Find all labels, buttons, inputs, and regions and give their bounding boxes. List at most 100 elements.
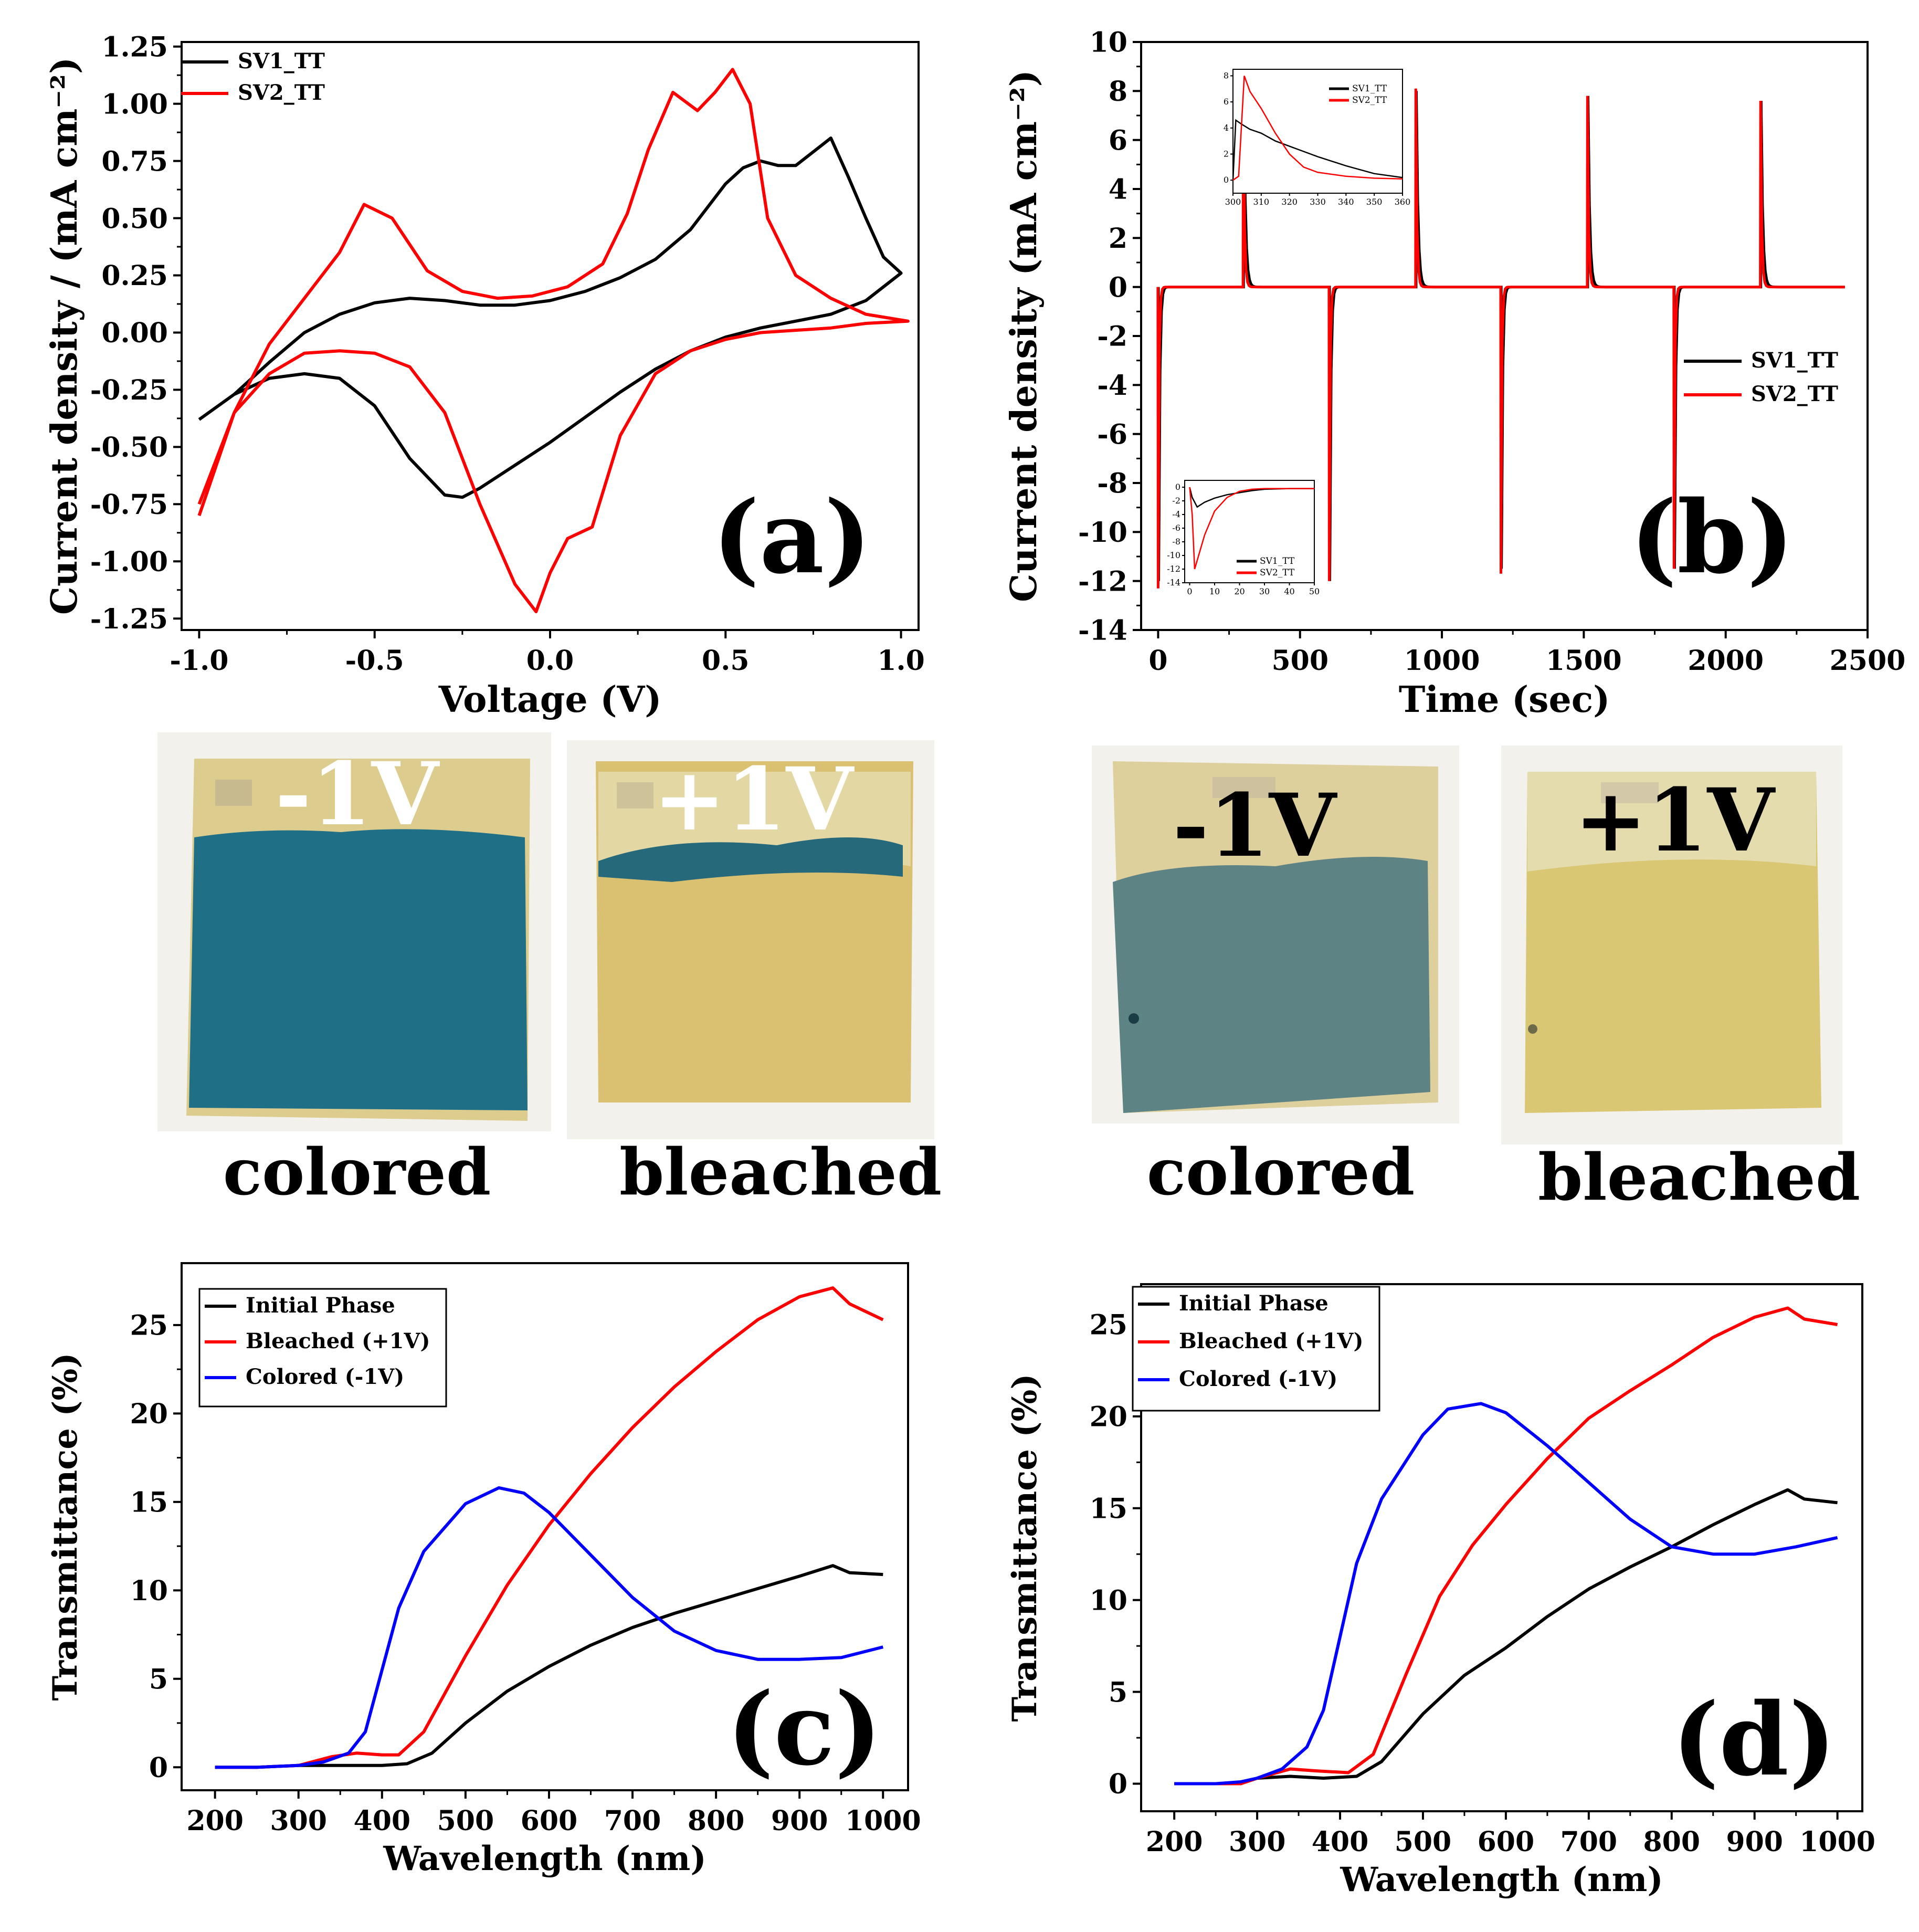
inset-y-tick-label: -12 xyxy=(1167,564,1180,574)
x-axis-title: Voltage (V) xyxy=(438,679,662,721)
caption-colored-right: colored xyxy=(1146,1134,1415,1210)
panel-label: (a) xyxy=(712,479,871,596)
x-tick-label: 800 xyxy=(688,1805,745,1837)
inset-x-tick-label: 20 xyxy=(1234,586,1245,596)
x-tick-label: 1.0 xyxy=(877,645,924,677)
chart-b: 0 500 1000 1500 2000 25001086420-2-4-6-8-10-1… xyxy=(1003,27,1906,721)
x-tick-label: 500 xyxy=(1271,645,1328,677)
inset-x-tick-label: 320 xyxy=(1281,197,1298,207)
inset-x-tick-label: 300 xyxy=(1225,197,1241,207)
y-tick-label: 15 xyxy=(130,1487,168,1519)
x-tick-label: 600 xyxy=(1478,1826,1535,1858)
x-tick-label: 1500 xyxy=(1546,645,1622,677)
y-tick-label: 1.00 xyxy=(101,88,168,120)
inset-x-tick-label: 0 xyxy=(1187,586,1192,596)
y-tick-label: 25 xyxy=(130,1310,168,1342)
panel-label: (d) xyxy=(1672,1681,1836,1798)
x-tick-label: -0.5 xyxy=(345,645,404,677)
x-tick-label: 200 xyxy=(186,1805,244,1837)
x-tick-label: 0.0 xyxy=(526,645,574,677)
inset-x-tick-label: 40 xyxy=(1284,586,1294,596)
device-photo-colored-left: -1V xyxy=(157,732,551,1131)
x-tick-label: 900 xyxy=(771,1805,828,1837)
x-tick-label: 600 xyxy=(521,1805,578,1837)
inset-legend-label: SV2_TT xyxy=(1260,568,1295,578)
x-tick-label: 700 xyxy=(604,1805,661,1837)
x-tick-label: 1000 xyxy=(845,1805,921,1837)
inset-x-tick-label: 50 xyxy=(1309,586,1320,596)
photo-voltage-label: +1V xyxy=(653,748,855,850)
x-tick-label: 700 xyxy=(1560,1826,1618,1858)
y-tick-label: 10 xyxy=(1090,27,1127,59)
caption-bleached-right: bleached xyxy=(1538,1139,1861,1215)
inset-y-tick-label: -6 xyxy=(1172,523,1180,533)
legend-label: SV2_TT xyxy=(1751,382,1838,406)
y-tick-label: 6 xyxy=(1109,124,1127,156)
legend-label: Colored (-1V) xyxy=(246,1364,404,1389)
panel-label: (b) xyxy=(1630,479,1794,596)
y-tick-label: 10 xyxy=(130,1575,168,1607)
x-tick-label: 500 xyxy=(1395,1826,1452,1858)
y-tick-label: 1.25 xyxy=(101,31,168,63)
x-tick-label: 0 xyxy=(1148,645,1167,677)
inset-y-tick-label: 8 xyxy=(1224,70,1229,80)
legend: SV1_TT SV2_TT xyxy=(1684,348,1838,406)
panel-label: (c) xyxy=(727,1671,882,1788)
inset-y-tick-label: -4 xyxy=(1172,509,1180,519)
photo-voltage-label: +1V xyxy=(1574,769,1776,871)
y-tick-label: -2 xyxy=(1097,321,1127,353)
x-axis-title: Time (sec) xyxy=(1399,679,1610,721)
device-photo-bleached-left: +1V xyxy=(567,740,934,1139)
series-line-Initial-Phase xyxy=(215,1564,883,1769)
chart-d: 200 300 400 500 600 700 800 900 1000 0 5 10 15 20 25 Wa… xyxy=(1005,1283,1875,1899)
legend-label: Initial Phase xyxy=(246,1293,395,1318)
inset-y-tick-label: 0 xyxy=(1224,175,1229,185)
y-tick-label: -1.00 xyxy=(90,546,168,578)
legend-label: Initial Phase xyxy=(1179,1291,1328,1316)
x-tick-label: 2000 xyxy=(1688,645,1764,677)
inset-y-tick-label: -2 xyxy=(1172,496,1180,506)
x-tick-label: 2500 xyxy=(1830,645,1906,677)
inset-x-tick-label: 310 xyxy=(1253,197,1270,207)
y-tick-label: 2 xyxy=(1109,223,1127,255)
y-tick-label: -14 xyxy=(1078,615,1127,647)
legend-box xyxy=(198,1288,447,1408)
y-tick-label: 15 xyxy=(1090,1493,1127,1525)
y-tick-label: -8 xyxy=(1097,468,1127,500)
y-axis-title: Transmittance (%) xyxy=(46,1352,85,1700)
x-axis-title: Wavelength (nm) xyxy=(1340,1860,1663,1899)
inset-x-tick-label: 340 xyxy=(1338,197,1354,207)
inset-y-tick-label: 2 xyxy=(1224,149,1229,159)
x-tick-label: 1000 xyxy=(1404,645,1480,677)
y-tick-label: -0.75 xyxy=(90,489,168,521)
inset-series-line xyxy=(1232,75,1403,181)
inset: 0 10 20 30 40 50 0 -2 -4 -6 -8 -10 -12 -14 SV1_TT SV2_T… xyxy=(1167,480,1320,596)
y-tick-label: 5 xyxy=(1109,1676,1127,1708)
x-tick-label: 400 xyxy=(354,1805,411,1837)
legend-label: SV1_TT xyxy=(1751,348,1838,373)
series-line-SV2-TT xyxy=(197,68,910,614)
x-tick-label: 900 xyxy=(1726,1826,1783,1858)
y-tick-label: 0.75 xyxy=(101,145,168,177)
y-tick-label: 5 xyxy=(149,1663,168,1695)
inset-x-tick-label: 10 xyxy=(1209,586,1220,596)
legend-box xyxy=(1132,1286,1380,1412)
series-line-SV1-TT xyxy=(198,136,903,499)
x-tick-label: 500 xyxy=(437,1805,494,1837)
y-tick-label: -12 xyxy=(1078,565,1127,597)
y-tick-label: 20 xyxy=(1090,1401,1127,1433)
inset-legend-label: SV2_TT xyxy=(1352,95,1387,106)
inset-y-tick-label: 6 xyxy=(1224,97,1229,107)
x-tick-label: 0.5 xyxy=(702,645,749,677)
legend-label: SV1_TT xyxy=(238,49,325,74)
chart-c: 200 300 400 500 600 700 800 900 1000 0 5 10 15 20 25 Wa… xyxy=(46,1262,921,1878)
y-tick-label: -0.25 xyxy=(90,374,168,406)
device-photo-colored-right: -1V xyxy=(1092,746,1459,1124)
x-tick-label: -1.0 xyxy=(170,645,228,677)
inset-legend-label: SV1_TT xyxy=(1352,83,1387,94)
x-tick-label: 300 xyxy=(1229,1826,1286,1858)
inset-x-tick-label: 30 xyxy=(1259,586,1270,596)
inset-series-line xyxy=(1189,487,1314,570)
photo-voltage-label: -1V xyxy=(1173,774,1337,876)
